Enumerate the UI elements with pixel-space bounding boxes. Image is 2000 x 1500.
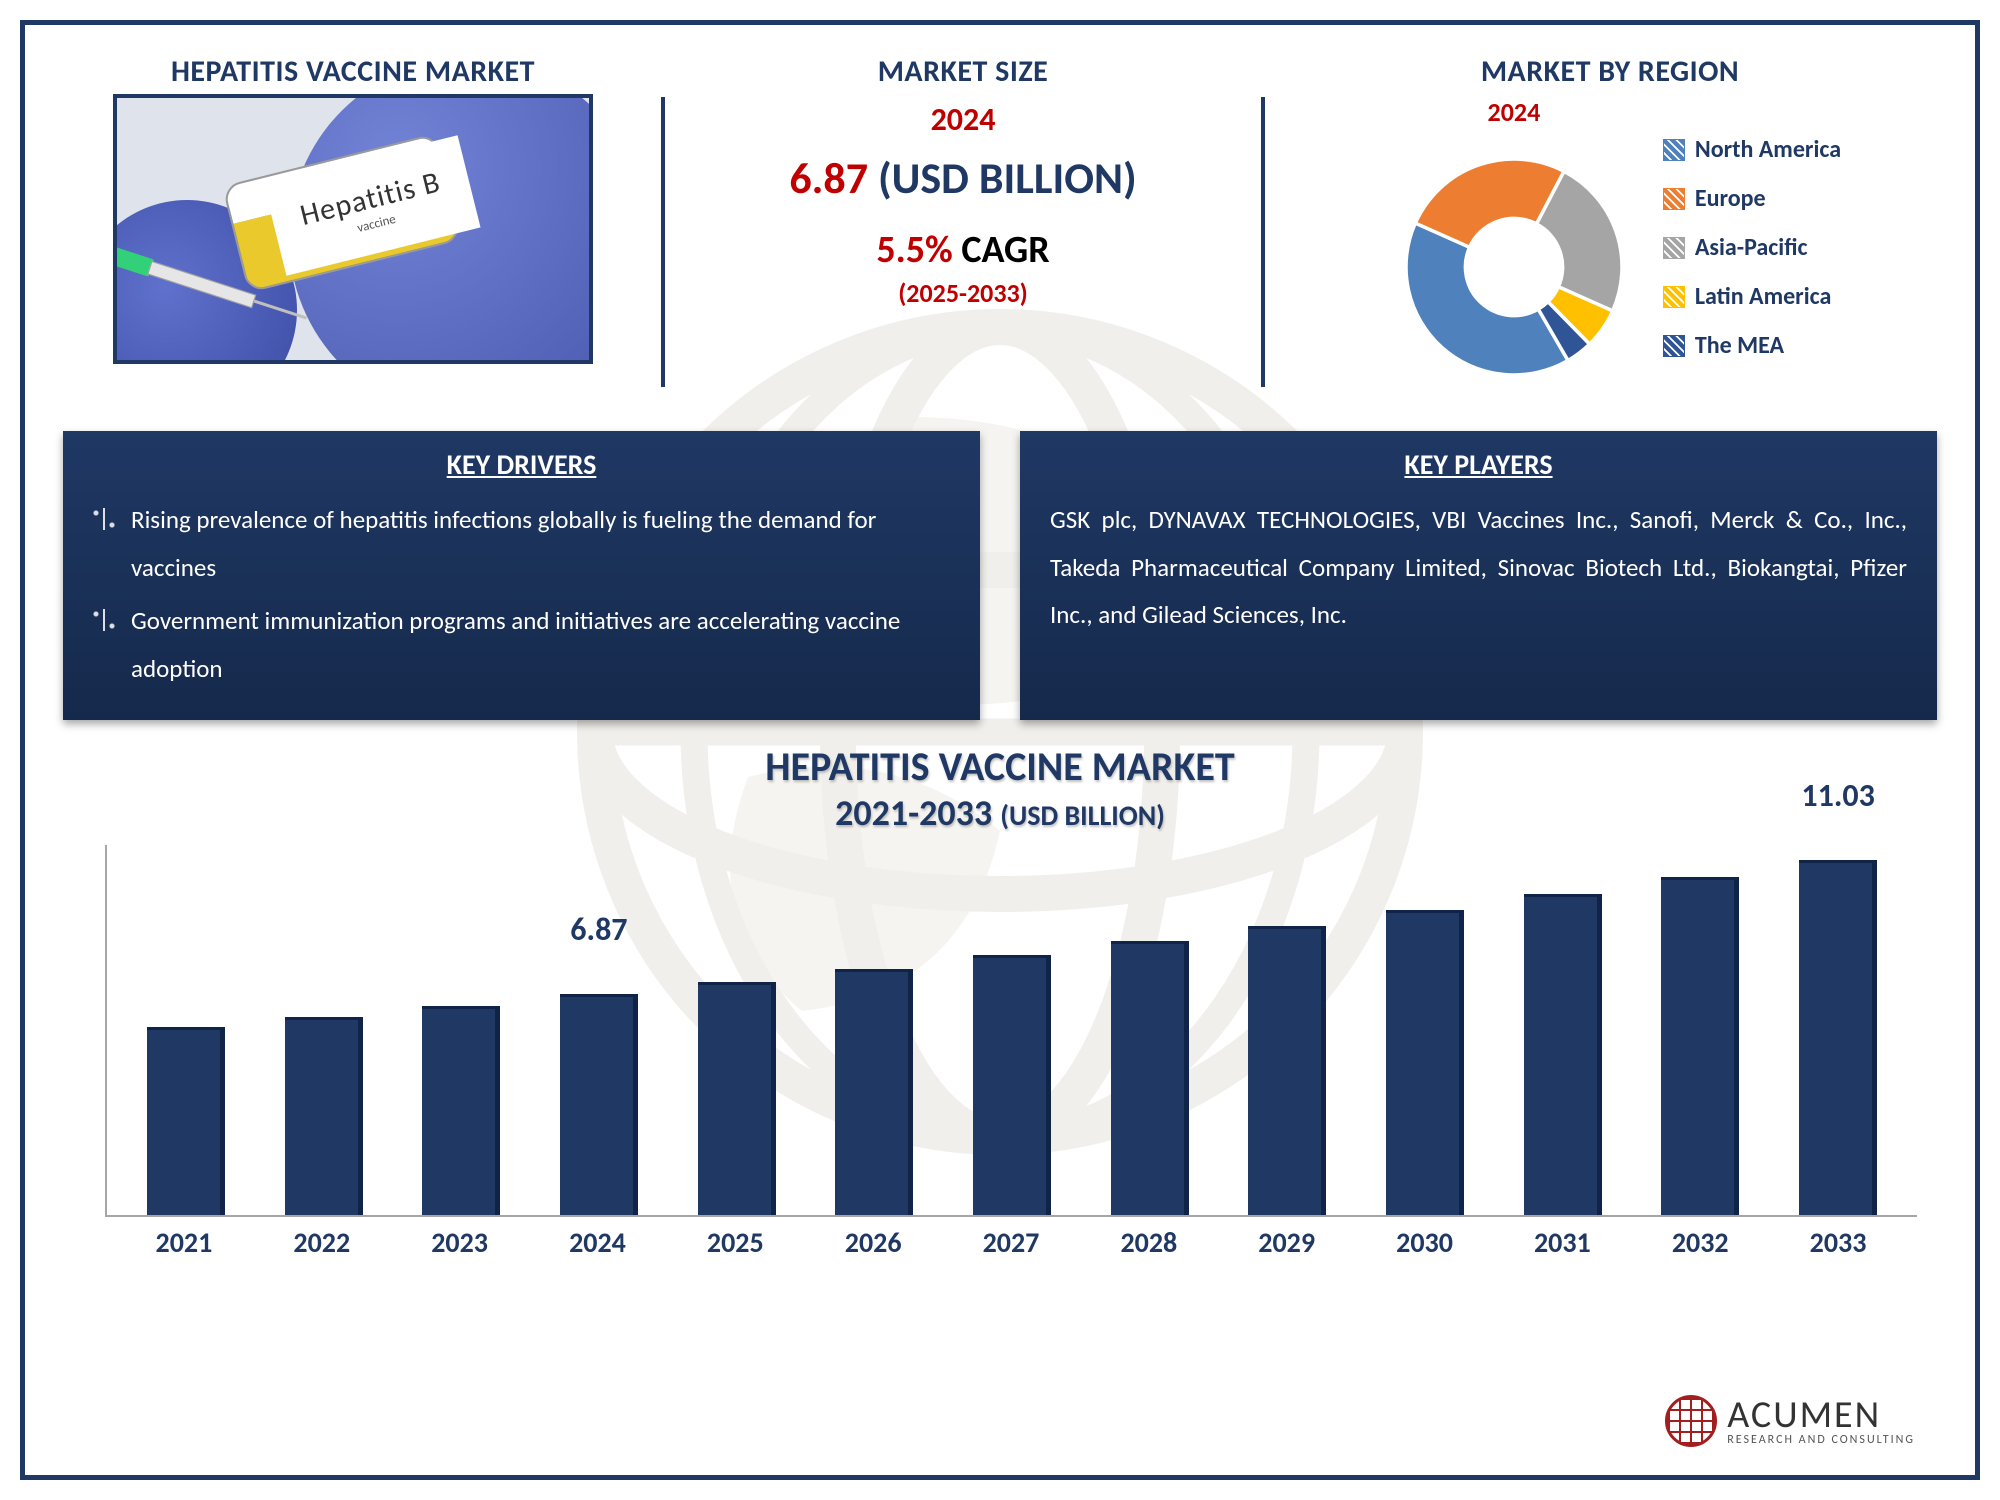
x-tick-label: 2033 — [1774, 1225, 1903, 1275]
x-tick-label: 2022 — [257, 1225, 386, 1275]
region-donut-chart — [1379, 132, 1649, 402]
vaccine-image: Hepatitis B vaccine — [113, 94, 593, 364]
bar-slot — [1223, 926, 1352, 1215]
bar — [147, 1027, 225, 1215]
x-tick-label: 2023 — [395, 1225, 524, 1275]
market-region-col: MARKET BY REGION 2024 North America Europ… — [1283, 53, 1937, 407]
key-drivers-title: KEY DRIVERS — [93, 447, 950, 482]
bar-slot — [948, 955, 1077, 1215]
legend-item: Latin America — [1663, 282, 1841, 311]
globe-icon — [1665, 1395, 1717, 1447]
market-title-col: HEPATITIS VACCINE MARKET Hepatitis B vac… — [63, 53, 643, 407]
market-size-col: MARKET SIZE 2024 6.87 (USD BILLION) 5.5%… — [683, 53, 1243, 407]
legend-label: Asia-Pacific — [1695, 233, 1808, 262]
key-drivers-panel: KEY DRIVERS Rising prevalence of hepatit… — [63, 431, 980, 720]
market-title: HEPATITIS VACCINE MARKET — [171, 53, 535, 90]
bar-slot — [1085, 941, 1214, 1215]
x-tick-label: 2032 — [1636, 1225, 1765, 1275]
bar-chart-title: HEPATITIS VACCINE MARKET 2021-2033 (USD … — [63, 742, 1937, 835]
bar — [1248, 926, 1326, 1215]
bar-slot — [259, 1017, 388, 1216]
bar-annotation: 11.03 — [1801, 776, 1874, 815]
key-players-panel: KEY PLAYERS GSK plc, DYNAVAX TECHNOLOGIE… — [1020, 431, 1937, 720]
market-size-value: 6.87 (USD BILLION) — [789, 151, 1136, 205]
bar-slot — [121, 1027, 250, 1215]
bar-chart: 6.8711.03 202120222023202420252026202720… — [83, 845, 1917, 1275]
bar — [1799, 860, 1877, 1215]
donut-wrap: 2024 — [1379, 96, 1649, 407]
brand-name: ACUMEN — [1727, 1396, 1915, 1434]
legend-label: Europe — [1695, 184, 1766, 213]
x-tick-label: 2031 — [1498, 1225, 1627, 1275]
x-tick-label: 2030 — [1360, 1225, 1489, 1275]
bar — [698, 982, 776, 1215]
bar — [560, 994, 638, 1215]
bar-slot — [810, 969, 939, 1215]
region-legend: North America Europe Asia-Pacific Latin Ame… — [1663, 135, 1841, 360]
x-tick-label: 2024 — [533, 1225, 662, 1275]
legend-label: The MEA — [1695, 331, 1784, 360]
key-driver-item: Government immunization programs and ini… — [93, 597, 950, 692]
x-tick-label: 2025 — [671, 1225, 800, 1275]
key-driver-item: Rising prevalence of hepatitis infection… — [93, 496, 950, 591]
market-size-cagr-range: (2025-2033) — [898, 277, 1028, 309]
bar-slot — [397, 1006, 526, 1215]
bar — [835, 969, 913, 1215]
legend-swatch — [1663, 237, 1685, 259]
brand-tagline: RESEARCH AND CONSULTING — [1727, 1434, 1915, 1446]
bar — [1524, 894, 1602, 1215]
divider-1 — [661, 97, 665, 387]
market-region-title: MARKET BY REGION — [1481, 53, 1739, 90]
key-drivers-list: Rising prevalence of hepatitis infection… — [93, 496, 950, 692]
bar — [422, 1006, 500, 1215]
legend-swatch — [1663, 335, 1685, 357]
legend-item: Europe — [1663, 184, 1841, 213]
bar-slot — [1636, 877, 1765, 1215]
x-tick-label: 2027 — [946, 1225, 1075, 1275]
region-year: 2024 — [1379, 96, 1649, 128]
key-players-text: GSK plc, DYNAVAX TECHNOLOGIES, VBI Vacci… — [1050, 496, 1907, 639]
x-tick-label: 2026 — [809, 1225, 938, 1275]
bar — [285, 1017, 363, 1216]
key-players-title: KEY PLAYERS — [1050, 447, 1907, 482]
bar-annotation: 6.87 — [570, 910, 627, 949]
legend-swatch — [1663, 139, 1685, 161]
legend-item: The MEA — [1663, 331, 1841, 360]
bar-slot: 11.03 — [1774, 860, 1903, 1215]
brand-logo: ACUMEN RESEARCH AND CONSULTING — [1665, 1395, 1915, 1447]
market-size-year: 2024 — [931, 100, 996, 139]
market-size-title: MARKET SIZE — [878, 53, 1049, 90]
market-size-cagr: 5.5% CAGR — [876, 227, 1049, 273]
bar-slot — [672, 982, 801, 1215]
legend-item: Asia-Pacific — [1663, 233, 1841, 262]
x-tick-label: 2021 — [119, 1225, 248, 1275]
bar-slot: 6.87 — [534, 994, 663, 1215]
legend-item: North America — [1663, 135, 1841, 164]
legend-label: Latin America — [1695, 282, 1831, 311]
bar — [1661, 877, 1739, 1215]
bar-slot — [1498, 894, 1627, 1215]
bar — [1386, 910, 1464, 1215]
legend-label: North America — [1695, 135, 1841, 164]
legend-swatch — [1663, 188, 1685, 210]
bar — [973, 955, 1051, 1215]
bar-slot — [1361, 910, 1490, 1215]
divider-2 — [1261, 97, 1265, 387]
x-tick-label: 2028 — [1084, 1225, 1213, 1275]
x-tick-label: 2029 — [1222, 1225, 1351, 1275]
bar — [1111, 941, 1189, 1215]
infographic-frame: HEPATITIS VACCINE MARKET Hepatitis B vac… — [20, 20, 1980, 1480]
legend-swatch — [1663, 286, 1685, 308]
